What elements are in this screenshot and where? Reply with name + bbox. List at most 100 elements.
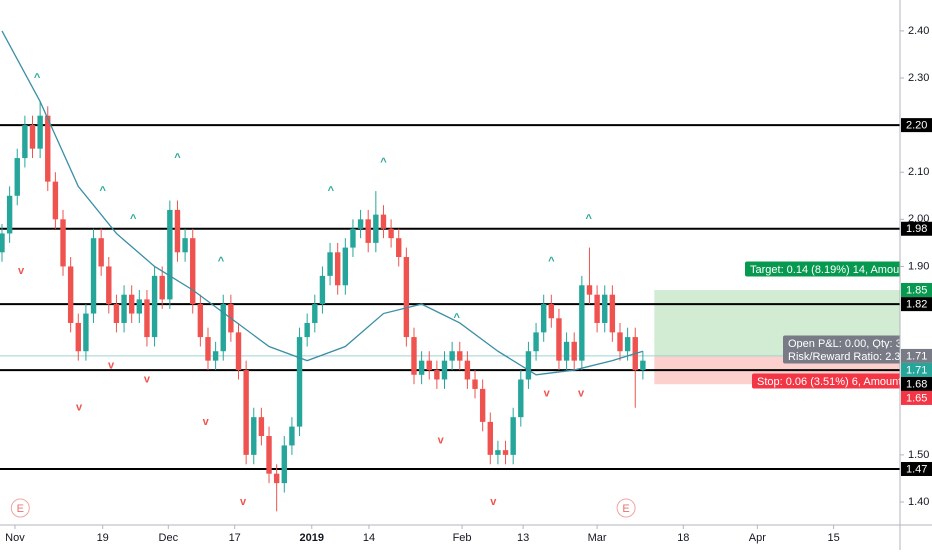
candle-body xyxy=(602,294,608,323)
price-tag xyxy=(901,221,932,236)
candle-body xyxy=(617,332,623,352)
x-tick-label: 2019 xyxy=(300,532,324,544)
candle-body xyxy=(586,285,593,295)
candle-body xyxy=(121,294,127,323)
candle-body xyxy=(6,195,13,234)
candle-body xyxy=(571,341,577,361)
pivot-low-marker: v xyxy=(490,496,497,508)
stop-text-box xyxy=(752,373,900,389)
candle-body xyxy=(548,304,555,319)
price-tag xyxy=(901,461,932,476)
candle-body xyxy=(373,214,379,243)
candle-body xyxy=(502,450,509,455)
candle-body xyxy=(388,228,394,239)
x-tick-label: 19 xyxy=(97,532,109,544)
y-tick-label: 1.90 xyxy=(908,260,929,272)
pivot-high-marker: ^ xyxy=(328,185,335,197)
event-label: E xyxy=(622,503,629,515)
x-tick-label: 13 xyxy=(517,532,529,544)
price-tag xyxy=(901,376,932,391)
candle-body xyxy=(403,257,410,338)
price-tag-label: 1.71 xyxy=(906,364,927,376)
candle-body xyxy=(350,228,356,248)
event-marker xyxy=(10,498,30,518)
candle-body xyxy=(289,426,295,446)
candle-body xyxy=(525,351,532,380)
candle-body xyxy=(197,304,204,338)
ratio-text-box xyxy=(783,348,900,364)
x-tick-label: 14 xyxy=(363,532,375,544)
pivot-low-marker: v xyxy=(240,496,247,508)
price-tag-label: 1.65 xyxy=(906,392,927,404)
candle-body xyxy=(174,209,181,253)
pivot-low-marker: v xyxy=(76,402,83,414)
candle-body xyxy=(640,360,646,371)
candle-body xyxy=(258,417,265,437)
candle-body xyxy=(22,125,28,159)
pnl-text-box xyxy=(783,335,900,351)
candle-body xyxy=(334,252,341,286)
price-tag-label: 1.85 xyxy=(906,284,927,296)
price-tag-label: 1.71 xyxy=(906,350,927,362)
candle-body xyxy=(113,304,120,323)
candle-body xyxy=(396,238,402,258)
y-tick-label: 1.40 xyxy=(908,496,929,508)
pivot-low-marker: v xyxy=(108,359,115,371)
y-tick-label: 1.50 xyxy=(908,449,929,461)
candle-body xyxy=(624,337,631,352)
x-tick-label: Nov xyxy=(5,532,25,544)
candle-body xyxy=(281,445,287,484)
candle-body xyxy=(464,360,471,380)
target-text-box xyxy=(745,261,900,277)
event-marker xyxy=(616,498,636,518)
pivot-high-marker: ^ xyxy=(585,213,592,225)
candle-body xyxy=(411,337,417,375)
candle-body xyxy=(106,266,112,305)
candle-body xyxy=(556,318,562,361)
pivot-low-marker: v xyxy=(578,388,585,400)
price-tag xyxy=(901,297,932,312)
candle-body xyxy=(251,417,257,455)
price-tag xyxy=(901,282,932,297)
x-tick-label: 18 xyxy=(677,532,689,544)
pivot-high-marker: ^ xyxy=(34,72,41,84)
x-tick-label: Mar xyxy=(588,532,607,544)
candle-body xyxy=(45,115,51,182)
target-text: Target: 0.14 (8.19%) 14, Amount: 1 xyxy=(750,264,921,276)
candle-body xyxy=(273,473,280,484)
x-tick-label: 15 xyxy=(827,532,839,544)
candle-body xyxy=(159,275,165,300)
candle-body xyxy=(495,450,501,455)
price-tag-label: 1.98 xyxy=(906,223,927,235)
candle-body xyxy=(205,337,211,361)
candle-body xyxy=(0,233,5,253)
pivot-high-marker: ^ xyxy=(380,157,387,169)
pivot-low-marker: v xyxy=(18,265,25,277)
candle-body xyxy=(594,294,600,323)
candle-body xyxy=(518,379,524,418)
stop-text: Stop: 0.06 (3.51%) 6, Amount: 98 xyxy=(757,376,920,388)
pivot-high-marker: ^ xyxy=(174,152,181,164)
y-tick-label: 2.10 xyxy=(908,166,929,178)
candle-body xyxy=(52,181,59,220)
price-tag xyxy=(901,118,932,133)
candle-body xyxy=(67,266,74,323)
pivot-high-marker: ^ xyxy=(453,312,460,324)
y-tick-label: 2.40 xyxy=(908,25,929,37)
candle-body xyxy=(144,299,150,338)
candle-body xyxy=(434,370,440,380)
candle-body xyxy=(37,115,43,149)
candle-body xyxy=(304,322,310,338)
event-label: E xyxy=(17,503,24,515)
pnl-text: Open P&L: 0.00, Qty: 333 xyxy=(788,338,914,350)
plot-area: ^ ^ ^ ^ ^ ^ ^ ^ ^ ^ v v v v v v v v v v E E Target: 0.14 (8.19… xyxy=(0,30,921,518)
candle-body xyxy=(182,238,188,253)
candle-body xyxy=(75,322,81,352)
x-tick-label: Apr xyxy=(749,532,766,544)
candle-body xyxy=(151,275,158,338)
candle-body xyxy=(449,351,455,361)
candle-body xyxy=(243,370,249,455)
candle-body xyxy=(510,417,516,455)
